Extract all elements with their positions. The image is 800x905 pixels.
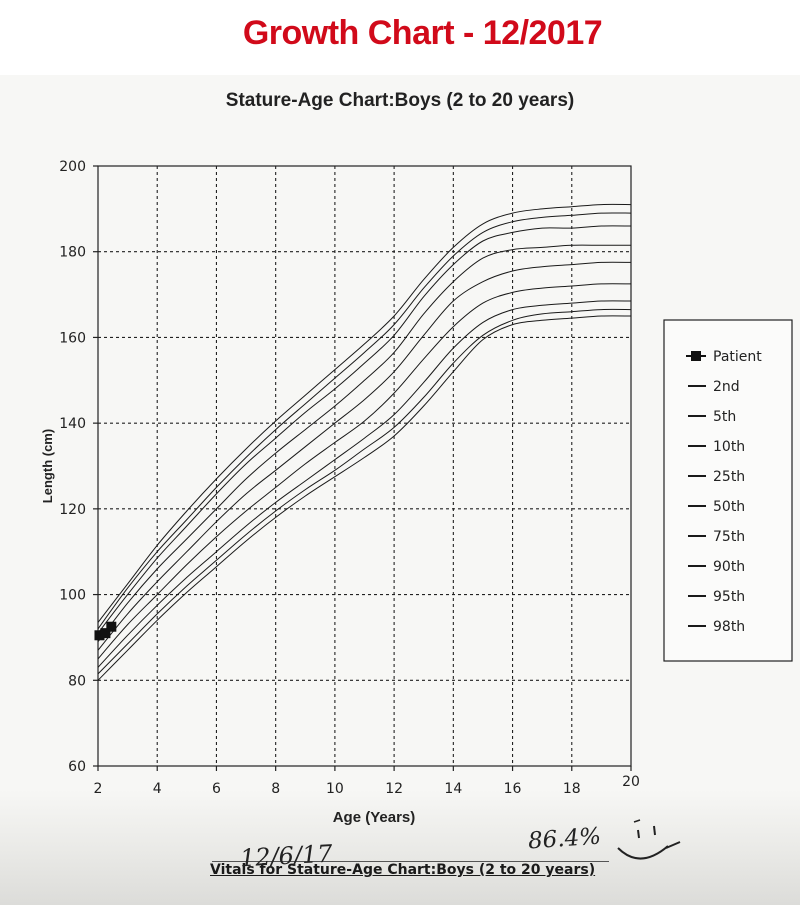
curve-10th — [97, 300, 632, 668]
y-axis-label: Length (cm) — [40, 429, 55, 503]
plot-area-border — [97, 165, 632, 767]
legend-label: 10th — [713, 439, 745, 455]
curve-95th — [97, 212, 632, 630]
y-tick-label: 140 — [59, 416, 86, 432]
y-axis-ticks: 60 80 100 120 140 160 180 200 — [59, 159, 86, 775]
curve-5th — [97, 308, 632, 675]
plot-frame — [97, 165, 632, 767]
x-tick-label: 20 — [622, 774, 640, 790]
patient-markers — [94, 621, 117, 641]
curve-90th — [97, 225, 632, 634]
x-tick-label: 4 — [153, 781, 162, 797]
x-axis-ticks: 2 4 6 8 10 12 14 16 18 20 — [94, 774, 640, 797]
plot-axes — [93, 165, 632, 771]
handwritten-percentile: 86.4% — [527, 823, 602, 855]
x-axis-label: Age (Years) — [333, 809, 416, 826]
legend-label: 50th — [713, 499, 745, 515]
y-tick-label: 160 — [59, 330, 86, 346]
x-tick-label: 6 — [212, 781, 221, 797]
y-tick-label: 120 — [59, 502, 86, 518]
curve-50th — [97, 261, 632, 651]
x-tick-label: 18 — [563, 781, 581, 797]
legend-label: 25th — [713, 469, 745, 485]
y-tick-label: 60 — [68, 759, 86, 775]
plot-grid — [98, 166, 631, 766]
page-header: Growth Chart - 12/2017 — [0, 0, 800, 75]
curve-2nd — [97, 315, 632, 681]
curve-75th — [97, 244, 631, 643]
chart-title: Stature-Age Chart:Boys (2 to 20 years) — [226, 90, 574, 111]
footer-rule — [212, 861, 609, 862]
curve-98th — [97, 203, 632, 623]
footer-chart-label: Vitals for Stature-Age Chart:Boys (2 to … — [210, 862, 596, 878]
patient-point — [100, 628, 111, 639]
legend-label: Patient — [713, 349, 762, 365]
legend-label: 98th — [713, 619, 745, 635]
handwritten-date: 12/6/17 — [239, 839, 334, 873]
x-tick-label: 8 — [271, 781, 280, 797]
x-tick-label: 2 — [94, 781, 103, 797]
patient-point — [94, 630, 105, 641]
legend-box — [663, 319, 793, 662]
legend-label: 2nd — [713, 379, 740, 395]
chart-legend: Patient 2nd 5th 10th 25th 50th 75th 90th 95th 98t… — [663, 319, 793, 662]
legend-label: 5th — [713, 409, 736, 425]
x-tick-label: 10 — [326, 781, 344, 797]
percentile-curves — [97, 203, 632, 681]
patient-point — [106, 621, 117, 632]
y-tick-label: 100 — [59, 588, 86, 604]
curve-25th — [97, 283, 632, 660]
y-tick-label: 80 — [68, 673, 86, 689]
legend-patient-marker — [691, 351, 701, 361]
y-tick-label: 180 — [59, 245, 86, 261]
smiley-face-icon — [617, 819, 681, 860]
legend-label: 75th — [713, 529, 745, 545]
legend-label: 90th — [713, 559, 745, 575]
x-tick-label: 12 — [385, 781, 403, 797]
x-tick-label: 14 — [444, 781, 462, 797]
y-tick-label: 200 — [59, 159, 86, 175]
legend-label: 95th — [713, 589, 745, 605]
page-title: Growth Chart - 12/2017 — [242, 14, 603, 52]
x-tick-label: 16 — [504, 781, 522, 797]
